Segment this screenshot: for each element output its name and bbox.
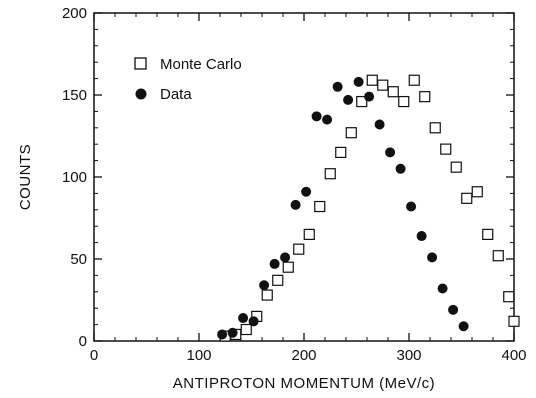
monte-carlo-point — [366, 74, 378, 86]
data-point — [301, 186, 312, 197]
data-point — [406, 201, 417, 212]
monte-carlo-point — [461, 192, 473, 204]
data-point — [416, 231, 427, 242]
x-tick-label: 100 — [186, 347, 211, 364]
data-point — [217, 329, 228, 340]
monte-carlo-point — [261, 289, 273, 301]
monte-carlo-point — [293, 243, 305, 255]
monte-carlo-point — [440, 143, 452, 155]
monte-carlo-point — [450, 161, 462, 173]
monte-carlo-point — [471, 186, 483, 198]
data-point — [437, 283, 448, 294]
monte-carlo-point — [335, 146, 347, 158]
data-point — [280, 252, 291, 263]
data-point — [227, 327, 238, 338]
x-tick-label: 200 — [291, 347, 316, 364]
data-point — [353, 76, 364, 87]
data-point — [364, 91, 375, 102]
data-point — [259, 280, 270, 291]
legend: Monte Carlo Data — [134, 56, 242, 103]
y-tick-label: 0 — [79, 333, 87, 350]
monte-carlo-point — [492, 250, 504, 262]
monte-carlo-point — [387, 86, 399, 98]
data-point — [343, 94, 354, 105]
data-point — [385, 147, 396, 158]
monte-carlo-point — [503, 291, 515, 303]
monte-carlo-point — [482, 228, 494, 240]
monte-carlo-point — [377, 79, 389, 91]
monte-carlo-point — [419, 91, 431, 103]
data-points — [217, 74, 520, 342]
data-point — [427, 252, 438, 263]
y-axis-title: COUNTS — [17, 144, 34, 210]
data-point — [238, 313, 249, 324]
data-point — [395, 163, 406, 174]
y-tick-label: 50 — [70, 251, 87, 268]
data-point — [269, 258, 280, 269]
axis-ticks: 0 100 200 300 400 0 50 100 150 200 — [62, 5, 527, 364]
x-tick-label: 0 — [90, 347, 98, 364]
plot-area-frame — [93, 12, 515, 342]
data-point — [290, 199, 301, 210]
y-tick-label: 150 — [62, 87, 87, 104]
data-point — [332, 81, 343, 92]
data-point — [458, 321, 469, 332]
x-tick-label: 400 — [501, 347, 526, 364]
y-tick-label: 100 — [62, 169, 87, 186]
legend-marker-data — [135, 88, 147, 100]
x-tick-label: 300 — [396, 347, 421, 364]
data-point — [248, 316, 259, 327]
monte-carlo-point — [314, 200, 326, 213]
legend-label-monte-carlo: Monte Carlo — [160, 56, 242, 73]
data-point — [311, 111, 322, 122]
monte-carlo-point — [345, 127, 357, 139]
monte-carlo-point — [272, 274, 284, 286]
y-tick-label: 200 — [62, 5, 87, 22]
monte-carlo-point — [356, 95, 368, 108]
monte-carlo-point — [508, 315, 520, 327]
monte-carlo-point — [408, 74, 420, 86]
monte-carlo-point — [398, 95, 410, 108]
data-point — [448, 304, 459, 315]
legend-label-data: Data — [160, 86, 192, 103]
legend-marker-monte-carlo — [134, 57, 147, 70]
monte-carlo-point — [240, 323, 252, 336]
monte-carlo-point — [282, 261, 294, 273]
data-point — [374, 119, 385, 130]
x-axis-title: ANTIPROTON MOMENTUM (MeV/c) — [173, 375, 435, 392]
data-point — [322, 114, 333, 125]
monte-carlo-point — [324, 168, 336, 180]
monte-carlo-point — [429, 122, 441, 134]
monte-carlo-point — [303, 228, 315, 240]
